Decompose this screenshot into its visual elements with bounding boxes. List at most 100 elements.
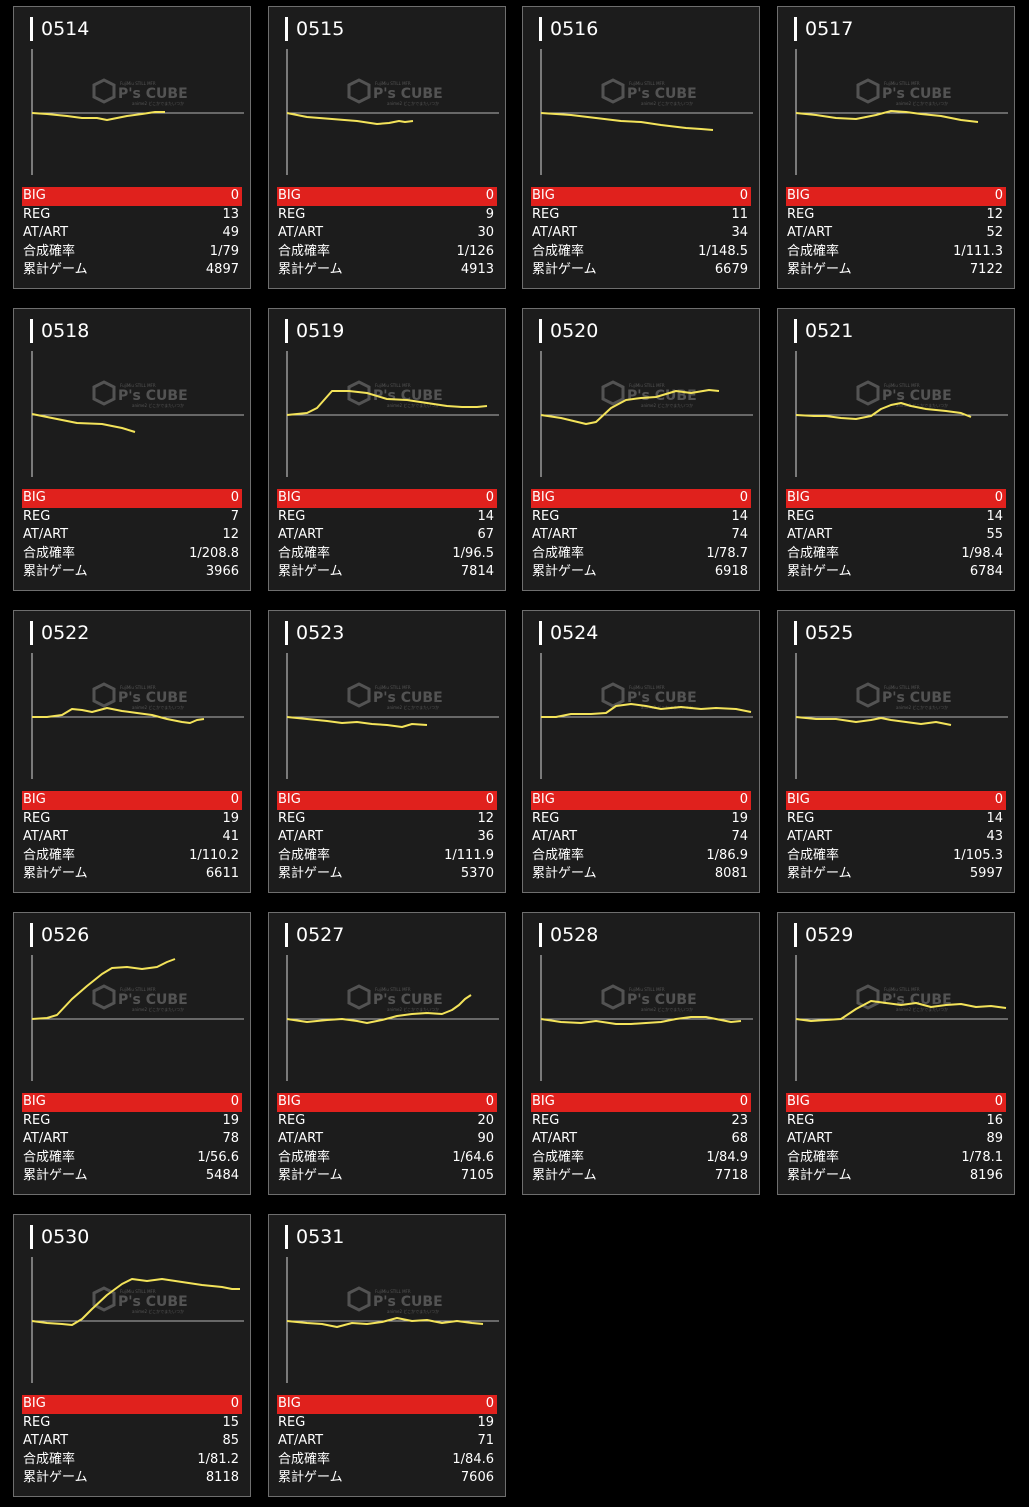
watermark-small-bottom: anime2 どこかでまたいつか: [641, 1006, 693, 1012]
stats-table: BIG 0 REG 15 AT/ART 85 合成確率 1/81.2 累計ゲーム 8118: [22, 1395, 242, 1488]
total-games-row: 累計ゲーム 5484: [22, 1167, 242, 1186]
machine-card[interactable]: 0518 P's CUBE FujiMiu STILL MFR anime2 どこかで…: [13, 308, 251, 591]
stat-label: AT/ART: [787, 1131, 833, 1147]
stat-label: BIG: [23, 1094, 46, 1109]
reg-row: REG 19: [531, 810, 751, 829]
stat-label: 累計ゲーム: [532, 564, 597, 580]
stats-table: BIG 0 REG 7 AT/ART 12 合成確率 1/208.8 累計ゲーム 3966: [22, 489, 242, 582]
machine-card[interactable]: 0526 P's CUBE FujiMiu STILL MFR anime2 どこかで…: [13, 912, 251, 1195]
slump-line: [795, 402, 972, 420]
reg-row: REG 13: [22, 206, 242, 225]
stat-label: 合成確率: [23, 243, 76, 259]
machine-card[interactable]: 0519 P's CUBE FujiMiu STILL MFR anime2 どこかで…: [268, 308, 506, 591]
at-row: AT/ART 30: [277, 224, 497, 243]
reg-row: REG 14: [786, 508, 1006, 527]
total-games-row: 累計ゲーム 4897: [22, 261, 242, 280]
stat-label: 合成確率: [278, 545, 331, 561]
machine-card[interactable]: 0522 P's CUBE FujiMiu STILL MFR anime2 どこかで…: [13, 610, 251, 893]
machine-card[interactable]: 0531 P's CUBE FujiMiu STILL MFR anime2 どこかで…: [268, 1214, 506, 1497]
at-row: AT/ART 89: [786, 1130, 1006, 1149]
machine-card[interactable]: 0524 P's CUBE FujiMiu STILL MFR anime2 どこかで…: [522, 610, 760, 893]
stat-value: 14: [986, 810, 1003, 826]
machine-card[interactable]: 0525 P's CUBE FujiMiu STILL MFR anime2 どこかで…: [777, 610, 1015, 893]
watermark-brand: P's CUBE: [118, 992, 188, 1008]
at-row: AT/ART 90: [277, 1130, 497, 1149]
total-games-row: 累計ゲーム 7122: [786, 261, 1006, 280]
stats-table: BIG 0 REG 9 AT/ART 30 合成確率 1/126 累計ゲーム 4913: [277, 187, 497, 280]
stats-table: BIG 0 REG 12 AT/ART 52 合成確率 1/111.3 累計ゲーム 7122: [786, 187, 1006, 280]
stat-value: 0: [739, 792, 748, 807]
stat-label: AT/ART: [23, 527, 69, 543]
stat-label: 合成確率: [787, 847, 840, 863]
machine-card[interactable]: 0528 P's CUBE FujiMiu STILL MFR anime2 どこかで…: [522, 912, 760, 1195]
slump-line: [286, 390, 488, 416]
reg-row: REG 19: [22, 810, 242, 829]
stat-value: 36: [477, 829, 494, 845]
watermark-small-top: FujiMiu STILL MFR: [884, 383, 920, 388]
stat-value: 71: [477, 1433, 494, 1449]
stat-label: 合成確率: [532, 847, 585, 863]
stat-label: 累計ゲーム: [23, 262, 88, 278]
stat-label: AT/ART: [278, 527, 324, 543]
stat-value: 13: [222, 206, 239, 222]
watermark-brand: P's CUBE: [373, 992, 443, 1008]
stat-value: 19: [477, 1414, 494, 1430]
stat-value: 12: [986, 206, 1003, 222]
stat-label: 合成確率: [787, 243, 840, 259]
at-row: AT/ART 85: [22, 1432, 242, 1451]
stat-value: 85: [222, 1433, 239, 1449]
big-row: BIG 0: [531, 791, 751, 810]
stat-value: 4897: [205, 262, 239, 278]
machine-card[interactable]: 0523 P's CUBE FujiMiu STILL MFR anime2 どこかで…: [268, 610, 506, 893]
stat-label: BIG: [787, 490, 810, 505]
machine-card[interactable]: 0529 P's CUBE FujiMiu STILL MFR anime2 どこかで…: [777, 912, 1015, 1195]
machine-card[interactable]: 0521 P's CUBE FujiMiu STILL MFR anime2 どこかで…: [777, 308, 1015, 591]
stat-value: 7: [230, 508, 239, 524]
stat-label: AT/ART: [278, 1131, 324, 1147]
total-games-row: 累計ゲーム 6918: [531, 563, 751, 582]
watermark-small-bottom: anime2 どこかでまたいつか: [641, 402, 693, 408]
probability-row: 合成確率 1/81.2: [22, 1451, 242, 1470]
stat-value: 5370: [460, 866, 494, 882]
watermark-brand: P's CUBE: [882, 86, 952, 102]
watermark-brand: P's CUBE: [118, 86, 188, 102]
stat-label: 合成確率: [23, 1451, 76, 1467]
stats-table: BIG 0 REG 19 AT/ART 41 合成確率 1/110.2 累計ゲーム 6611: [22, 791, 242, 884]
reg-row: REG 12: [277, 810, 497, 829]
reg-row: REG 19: [277, 1414, 497, 1433]
stat-label: 累計ゲーム: [278, 262, 343, 278]
machine-card[interactable]: 0520 P's CUBE FujiMiu STILL MFR anime2 どこかで…: [522, 308, 760, 591]
big-row: BIG 0: [786, 1093, 1006, 1112]
watermark-small-top: FujiMiu STILL MFR: [120, 685, 156, 690]
stat-value: 16: [986, 1112, 1003, 1128]
stat-label: REG: [23, 810, 51, 826]
stat-label: 合成確率: [787, 545, 840, 561]
machine-card[interactable]: 0515 P's CUBE FujiMiu STILL MFR anime2 どこかで…: [268, 6, 506, 289]
machine-card[interactable]: 0530 P's CUBE FujiMiu STILL MFR anime2 どこかで…: [13, 1214, 251, 1497]
machine-card[interactable]: 0517 P's CUBE FujiMiu STILL MFR anime2 どこかで…: [777, 6, 1015, 289]
at-row: AT/ART 71: [277, 1432, 497, 1451]
at-row: AT/ART 55: [786, 526, 1006, 545]
machine-card[interactable]: 0514 P's CUBE FujiMiu STILL MFR anime2 どこかで…: [13, 6, 251, 289]
stat-label: BIG: [23, 188, 46, 203]
stat-value: 0: [485, 1094, 494, 1109]
big-row: BIG 0: [531, 1093, 751, 1112]
watermark-small-bottom: anime2 どこかでまたいつか: [387, 100, 439, 106]
stat-label: REG: [278, 508, 306, 524]
stat-value: 1/111.3: [953, 243, 1003, 259]
watermark-small-bottom: anime2 どこかでまたいつか: [896, 1006, 948, 1012]
machine-card[interactable]: 0527 P's CUBE FujiMiu STILL MFR anime2 どこかで…: [268, 912, 506, 1195]
stats-table: BIG 0 REG 14 AT/ART 55 合成確率 1/98.4 累計ゲーム 6784: [786, 489, 1006, 582]
watermark-small-bottom: anime2 どこかでまたいつか: [387, 704, 439, 710]
stat-label: REG: [787, 1112, 815, 1128]
watermark-small-bottom: anime2 どこかでまたいつか: [896, 704, 948, 710]
big-row: BIG 0: [22, 489, 242, 508]
probability-row: 合成確率 1/111.9: [277, 847, 497, 866]
machine-card[interactable]: 0516 P's CUBE FujiMiu STILL MFR anime2 どこかで…: [522, 6, 760, 289]
big-row: BIG 0: [786, 187, 1006, 206]
